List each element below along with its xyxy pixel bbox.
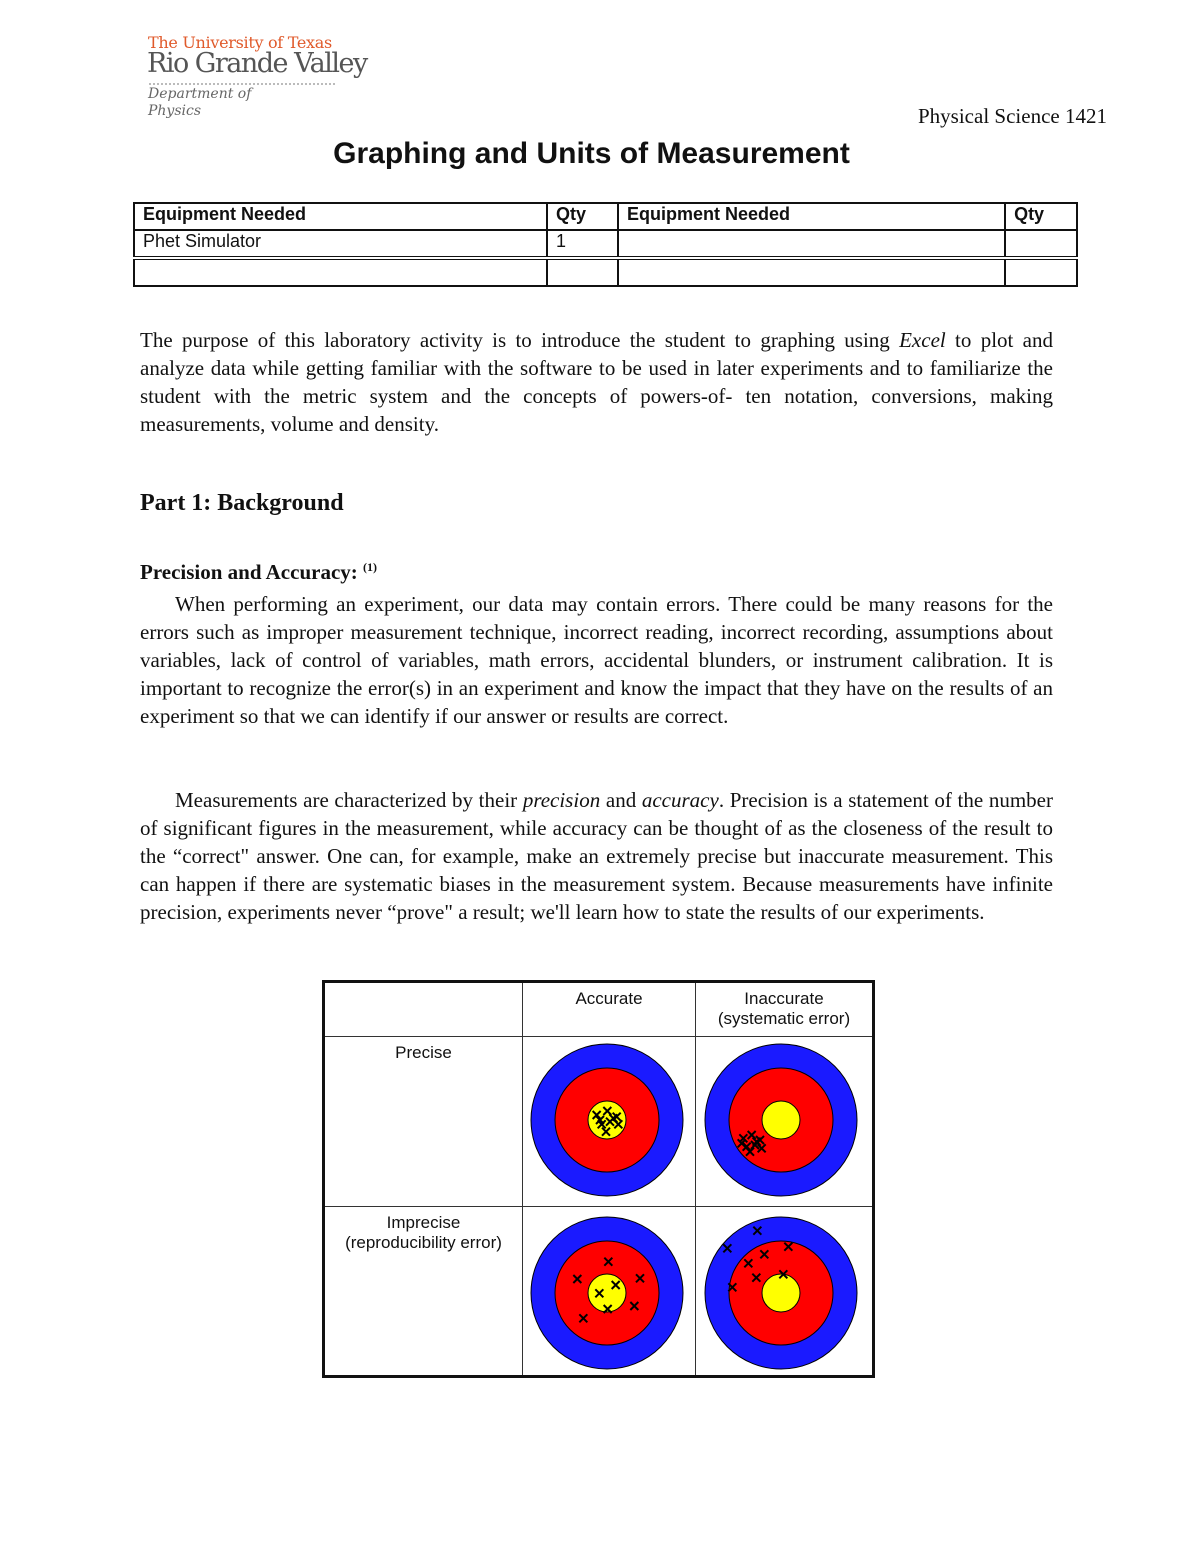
- equipment-table: Equipment Needed Qty Equipment Needed Qt…: [132, 202, 1078, 287]
- target-cell: [522, 1206, 696, 1377]
- target-cell: [695, 1206, 874, 1377]
- page-title: Graphing and Units of Measurement: [333, 137, 850, 170]
- table-row: Phet Simulator 1: [132, 229, 1078, 259]
- precision-heading-text: Precision and Accuracy:: [140, 560, 358, 584]
- table-header-row: Equipment Needed Qty Equipment Needed Qt…: [132, 202, 1078, 231]
- table-cell: 1: [546, 229, 619, 259]
- course-name: Physical Science 1421: [918, 104, 1107, 128]
- p2-text: Measurements are characterized by their: [175, 788, 523, 812]
- header-cell: Equipment Needed: [616, 202, 1007, 231]
- figure-row-imprecise: Imprecise (reproducibility error): [323, 1206, 874, 1377]
- header-cell: Qty: [1004, 202, 1078, 231]
- p2-text: . Precision is a statement of the number…: [140, 788, 1053, 924]
- logo-dept-line1: Department of: [148, 86, 252, 102]
- col-inaccurate: Inaccurate (systematic error): [695, 981, 874, 1037]
- logo-rgv: Rio Grande Valley: [147, 48, 368, 79]
- col-inaccurate-label: Inaccurate: [744, 989, 824, 1008]
- precision-paragraph: Measurements are characterized by their …: [140, 786, 1053, 926]
- row-precise: Precise: [323, 1036, 523, 1207]
- figure-corner: [323, 981, 523, 1037]
- intro-emphasis: Excel: [899, 328, 946, 352]
- col-inaccurate-sub: (systematic error): [717, 1009, 851, 1028]
- header-cell: Qty: [546, 202, 619, 231]
- logo-dept-line2: Physics: [148, 103, 202, 119]
- figure-header-row: Accurate Inaccurate (systematic error): [323, 981, 874, 1037]
- table-cell: [1004, 229, 1078, 259]
- table-cell: [616, 229, 1007, 259]
- intro-text: The purpose of this laboratory activity …: [140, 328, 900, 352]
- logo-divider: [149, 83, 335, 85]
- p2-emphasis-precision: precision: [522, 788, 601, 812]
- table-cell: Phet Simulator: [132, 229, 549, 259]
- col-accurate: Accurate: [522, 981, 696, 1037]
- table-row: [132, 256, 1078, 287]
- precision-accuracy-figure: Accurate Inaccurate (systematic error) Pr…: [322, 980, 875, 1378]
- table-cell: [1004, 256, 1078, 287]
- table-cell: [616, 256, 1007, 287]
- header-cell: Equipment Needed: [132, 202, 549, 231]
- reference-marker: (1): [363, 560, 378, 574]
- figure-row-precise: Precise: [323, 1036, 874, 1207]
- precision-heading: Precision and Accuracy: (1): [140, 560, 377, 585]
- row-imprecise-label: Imprecise: [386, 1213, 461, 1232]
- p2-text: and: [600, 788, 642, 812]
- target-cell: [695, 1036, 874, 1207]
- row-imprecise: Imprecise (reproducibility error): [323, 1206, 523, 1377]
- intro-paragraph: The purpose of this laboratory activity …: [140, 326, 1053, 438]
- table-cell: [132, 256, 549, 287]
- target-cell: [522, 1036, 696, 1207]
- logo-university: The University of Texas: [148, 33, 332, 52]
- p2-emphasis-accuracy: accuracy: [641, 788, 719, 812]
- part1-heading: Part 1: Background: [140, 490, 344, 516]
- errors-paragraph: When performing an experiment, our data …: [140, 592, 1053, 728]
- table-cell: [546, 256, 619, 287]
- logo-department: Department of Physics: [148, 86, 251, 120]
- row-imprecise-sub: (reproducibility error): [345, 1233, 502, 1252]
- intro-text-end: to plot and analyze data while getting f…: [140, 328, 1054, 436]
